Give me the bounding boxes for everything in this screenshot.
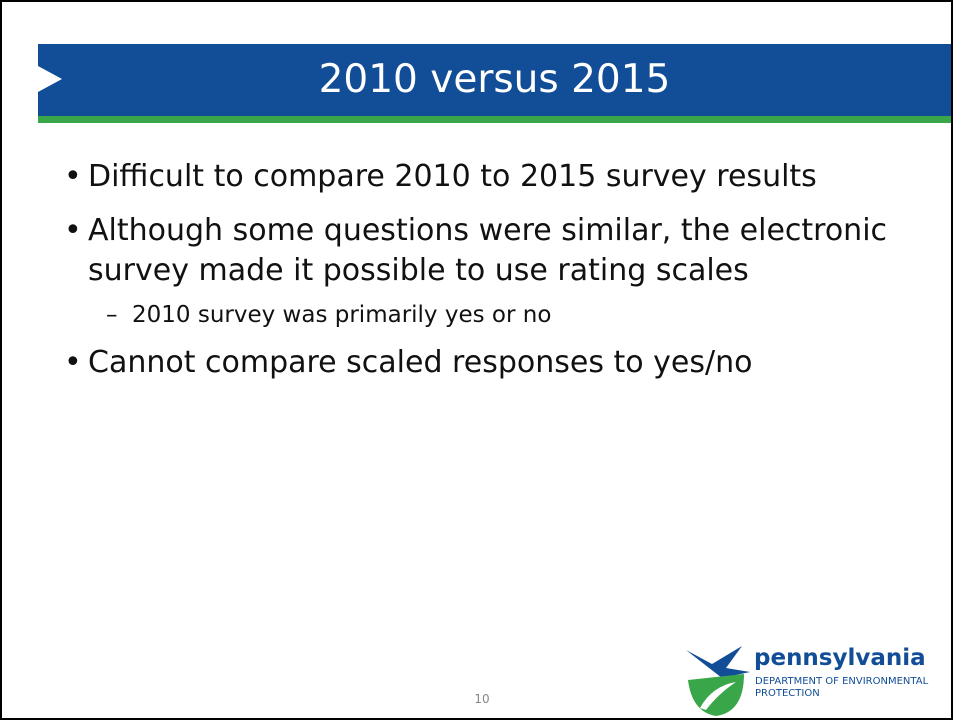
bullet: Cannot compare scaled responses to yes/n… [64, 343, 904, 383]
title-banner [38, 44, 951, 116]
banner-arrow [38, 66, 62, 92]
department-name: DEPARTMENT OF ENVIRONMENTAL PROTECTION [755, 676, 929, 699]
slide-title: 2010 versus 2015 [318, 57, 671, 102]
page-number: 10 [474, 692, 490, 706]
brand-name: pennsylvania [754, 645, 926, 671]
banner-stripe [38, 116, 951, 123]
logo-icon [686, 646, 750, 716]
bullet-list: Difficult to compare 2010 to 2015 survey… [64, 157, 904, 397]
bullet: Difficult to compare 2010 to 2015 survey… [64, 157, 904, 197]
bullet: Although some questions were similar, th… [64, 211, 904, 291]
sub-bullet: 2010 survey was primarily yes or no [64, 299, 904, 331]
